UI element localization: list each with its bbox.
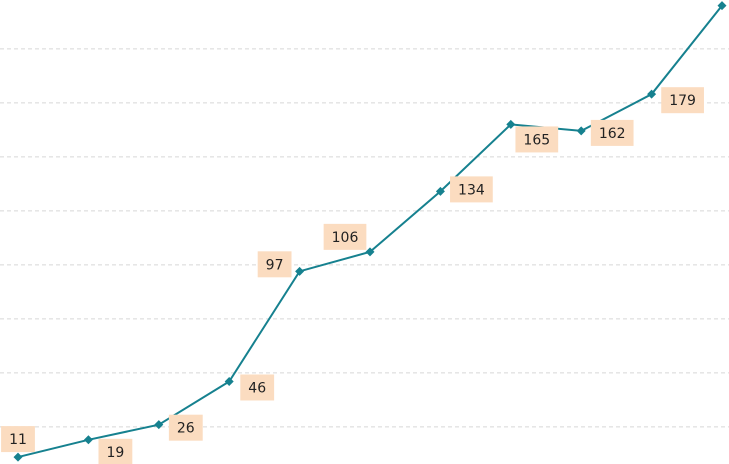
marker: [154, 420, 164, 430]
marker: [506, 119, 516, 129]
data-label: 162: [599, 126, 626, 142]
data-label-box: [98, 438, 133, 464]
marker: [365, 247, 375, 257]
data-label: 165: [523, 132, 550, 148]
data-label-box: [515, 126, 559, 153]
data-label: 106: [332, 230, 359, 246]
data-label: 26: [177, 421, 195, 437]
marker: [647, 89, 657, 99]
data-label-box: [257, 251, 292, 278]
data-label-group: 11: [1, 426, 35, 453]
data-label-box: [661, 87, 704, 114]
data-label-group: 97: [257, 251, 292, 278]
marker: [295, 266, 305, 276]
data-label-group: 19: [98, 438, 133, 464]
data-label: 11: [9, 432, 27, 448]
marker: [717, 1, 727, 11]
marker: [83, 435, 93, 445]
data-label-group: 26: [168, 414, 203, 441]
data-label-box: [168, 414, 203, 441]
data-label-group: 46: [240, 374, 275, 401]
data-label-group: 134: [450, 176, 493, 203]
marker: [13, 452, 23, 462]
line: [17, 4, 723, 459]
data-label-box: [240, 374, 275, 401]
data-label: 134: [458, 182, 485, 198]
marker: [224, 376, 234, 386]
data-label-group: 179: [661, 87, 704, 114]
data-label: 46: [248, 380, 266, 396]
data-label-group: 106: [323, 223, 367, 250]
data-label: 19: [106, 445, 124, 461]
data-label-box: [323, 223, 367, 250]
data-label: 179: [669, 93, 696, 109]
data-label-group: 165: [515, 126, 559, 153]
data-label-box: [450, 176, 493, 203]
data-label-box: [590, 119, 634, 146]
marker: [435, 186, 445, 196]
data-label-group: 162: [590, 119, 634, 146]
marker: [576, 126, 586, 136]
data-label: 97: [266, 257, 284, 273]
data-label-box: [1, 426, 35, 453]
